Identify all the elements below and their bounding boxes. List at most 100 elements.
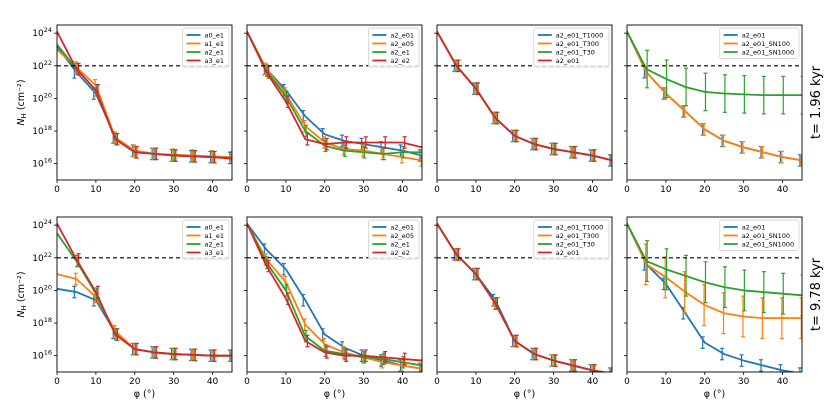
x-tick-label: 10 [660, 377, 672, 387]
plot-area [247, 31, 422, 167]
y-axis-label: NH (cm⁻²) [16, 79, 28, 125]
legend-entry: a2_e1 [205, 48, 225, 56]
panel-r0c2: 0 10 20 30 40 a2_e01_T1000a2_e01_T300a2_e01_T… [434, 24, 613, 195]
series-a2_e01 [247, 31, 422, 162]
series-a2_e2 [247, 223, 422, 366]
axes-frame [436, 216, 613, 373]
legend-entry: a2_e01_SN100 [742, 40, 790, 48]
series-a2_e01_SN1000 [627, 223, 802, 317]
legend-entry: a2_e1 [390, 240, 410, 248]
x-tick-label: 10 [280, 185, 292, 195]
plot-area [627, 223, 802, 372]
legend-entry: a2_e01_SN1000 [742, 240, 794, 248]
y-tick-label: 1016 [32, 349, 52, 362]
legend-entry: a0_e1 [205, 223, 225, 231]
x-tick-label: 0 [624, 185, 630, 195]
plot-area [437, 31, 612, 167]
x-tick-label: 30 [548, 377, 560, 387]
y-tick-label: 1024 [32, 26, 52, 39]
x-tick-label: 10 [90, 185, 102, 195]
axes-frame [246, 216, 423, 373]
series-line [247, 31, 422, 149]
legend-box [719, 219, 800, 251]
series-line [627, 223, 802, 297]
axes-frame [56, 216, 233, 373]
series-line [627, 31, 802, 97]
series-a2_e01 [627, 223, 802, 372]
series-line [437, 223, 608, 372]
legend-box [533, 219, 610, 260]
series-line [627, 31, 802, 162]
x-tick-label: 0 [624, 377, 630, 387]
x-tick-label: 40 [207, 185, 219, 195]
panel-r1c3: 0 10 20 30 40 φ (°) a2_e01a2_e01_SN100a2_e01_S… [624, 216, 803, 400]
legend-entry: a1_e1 [205, 232, 225, 240]
series-a2_e01_SN1000 [627, 31, 802, 115]
x-tick-label: 30 [738, 185, 750, 195]
x-tick-label: 40 [587, 185, 599, 195]
x-tick-label: 20 [319, 377, 331, 387]
x-tick-label: 40 [777, 377, 789, 387]
legend-entry: a2_e01_T30 [556, 240, 595, 248]
legend-box [368, 219, 420, 260]
x-tick-label: 10 [280, 377, 292, 387]
row-label: t= 9.78 kyr [809, 257, 824, 331]
series-line [247, 223, 422, 362]
x-tick-label: 20 [129, 185, 141, 195]
y-axis-label: NH (cm⁻²) [16, 271, 28, 317]
axes-frame [436, 24, 613, 181]
panel-r1c2: 0 10 20 30 40φ (°)a2_e01_T1000a2_e01_T300a2_… [434, 216, 613, 400]
legend-entry: a2_e01_T300 [556, 232, 599, 240]
series-a3_e1 [57, 223, 232, 362]
x-axis-label: φ (°) [324, 389, 345, 400]
legend-entry: a2_e01_T1000 [556, 223, 603, 231]
x-axis-label: φ (°) [704, 389, 725, 400]
series-line [57, 287, 232, 357]
x-tick-label: 0 [434, 185, 440, 195]
legend-entry: a2_e01_SN100 [742, 232, 790, 240]
axes-frame [56, 24, 233, 181]
legend-entry: a2_e01 [556, 249, 580, 257]
x-tick-label: 10 [660, 185, 672, 195]
x-axis-label: φ (°) [514, 389, 535, 400]
x-tick-label: 10 [90, 377, 102, 387]
legend-entry: a3_e1 [205, 249, 225, 257]
x-tick-label: 30 [548, 185, 560, 195]
legend-entry: a2_e01 [556, 57, 580, 65]
legend-entry: a2_e01_T300 [556, 40, 599, 48]
x-tick-label: 20 [699, 185, 711, 195]
series-line [627, 223, 798, 372]
series-line [247, 31, 422, 155]
legend-entry: a1_e1 [205, 40, 225, 48]
series-line [57, 273, 232, 357]
legend-entry: a2_e2 [390, 249, 410, 257]
x-tick-label: 40 [587, 377, 599, 387]
legend-entry: a2_e1 [390, 48, 410, 56]
x-tick-label: 40 [397, 377, 409, 387]
x-tick-label: 40 [777, 185, 789, 195]
axes-frame [246, 24, 423, 181]
legend-box [182, 27, 230, 68]
series-a2_e01 [437, 31, 612, 162]
series-line [437, 31, 612, 162]
plot-area [627, 31, 802, 167]
series-line [247, 31, 422, 162]
x-tick-label: 40 [207, 377, 219, 387]
y-tick-label: 1018 [32, 124, 52, 137]
legend-entry: a2_e01 [742, 31, 766, 39]
x-axis-label: φ (°) [134, 389, 155, 400]
y-tick-label: 1016 [32, 157, 52, 170]
x-tick-label: 20 [509, 377, 521, 387]
